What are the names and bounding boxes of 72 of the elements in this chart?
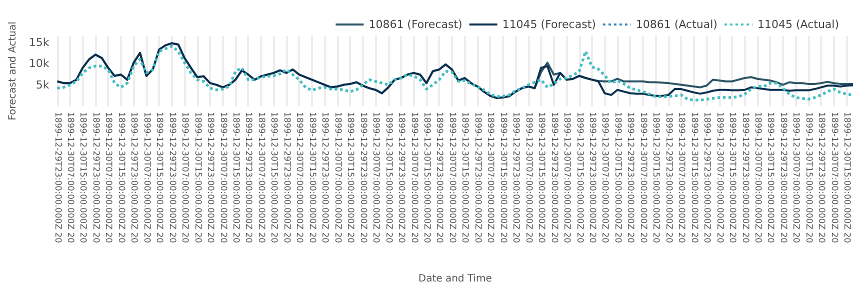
x-tick-label: 1899-12-30T07:00:00.000Z 20	[256, 112, 266, 244]
x-tick-label: 1899-12-29T23:00:00.000Z 20	[243, 112, 254, 244]
x-tick-label: 1899-12-30T15:00:00.000Z 20	[498, 112, 508, 244]
x-tick-label: 1899-12-30T07:00:00.000Z 20	[446, 112, 457, 244]
x-tick-label: 1899-12-30T15:00:00.000Z 20	[765, 112, 776, 244]
x-tick-label: 1899-12-30T07:00:00.000Z 20	[790, 112, 801, 244]
y-tick-label: 15k	[28, 36, 50, 49]
x-tick-label: 1899-12-30T15:00:00.000Z 20	[421, 112, 432, 244]
x-tick-label: 1899-12-30T15:00:00.000Z 20	[536, 112, 546, 244]
x-tick-label: 1899-12-30T15:00:00.000Z 20	[78, 112, 88, 244]
x-tick-label: 1899-12-29T23:00:00.000Z 20	[434, 112, 444, 244]
x-tick-label: 1899-12-29T23:00:00.000Z 20	[90, 112, 100, 244]
x-tick-label: 1899-12-30T15:00:00.000Z 20	[574, 112, 584, 244]
x-tick-label: 1899-12-29T23:00:00.000Z 20	[52, 112, 62, 244]
x-tick-label: 1899-12-30T15:00:00.000Z 20	[268, 112, 279, 244]
x-tick-label: 1899-12-30T15:00:00.000Z 20	[306, 112, 317, 244]
x-tick-label: 1899-12-30T15:00:00.000Z 20	[383, 112, 394, 244]
x-tick-label: 1899-12-30T07:00:00.000Z 20	[600, 112, 610, 244]
y-axis-title: Forecast and Actual	[8, 22, 18, 120]
x-tick-label: 1899-12-30T07:00:00.000Z 20	[141, 112, 152, 244]
x-tick-label: 1899-12-29T23:00:00.000Z 20	[778, 112, 788, 244]
x-tick-label: 1899-12-30T15:00:00.000Z 20	[460, 112, 470, 244]
x-tick-label: 1899-12-29T23:00:00.000Z 20	[587, 112, 597, 244]
x-tick-label: 1899-12-29T23:00:00.000Z 20	[281, 112, 292, 244]
x-tick-label: 1899-12-30T15:00:00.000Z 20	[803, 112, 814, 244]
x-tick-label: 1899-12-30T15:00:00.000Z 20	[650, 112, 661, 244]
x-tick-label: 1899-12-29T23:00:00.000Z 20	[128, 112, 139, 244]
x-tick-label: 1899-12-30T07:00:00.000Z 20	[180, 112, 190, 244]
x-tick-label: 1899-12-30T07:00:00.000Z 20	[485, 112, 496, 244]
x-tick-label: 1899-12-29T23:00:00.000Z 20	[166, 112, 177, 244]
x-tick-label: 1899-12-30T07:00:00.000Z 20	[332, 112, 342, 244]
x-tick-label: 1899-12-30T15:00:00.000Z 20	[230, 112, 241, 244]
y-tick-label: 5k	[36, 78, 50, 92]
x-tick-label: 1899-12-29T23:00:00.000Z 20	[472, 112, 482, 244]
x-tick-label: 1899-12-30T15:00:00.000Z 20	[842, 112, 852, 244]
x-axis-title: Date and Time	[418, 274, 492, 284]
x-tick-label: 1899-12-29T23:00:00.000Z 20	[548, 112, 559, 244]
legend-label: 10861 (Actual)	[636, 18, 718, 31]
x-tick-label: 1899-12-29T23:00:00.000Z 20	[358, 112, 368, 244]
x-tick-label: 1899-12-29T23:00:00.000Z 20	[702, 112, 712, 244]
x-tick-label: 1899-12-30T07:00:00.000Z 20	[370, 112, 381, 244]
legend-label: 11045 (Forecast)	[502, 18, 596, 31]
y-tick-label: 10k	[28, 57, 50, 70]
x-tick-label: 1899-12-30T07:00:00.000Z 20	[294, 112, 304, 244]
x-tick-label: 1899-12-29T23:00:00.000Z 20	[320, 112, 330, 244]
x-tick-label: 1899-12-30T15:00:00.000Z 20	[688, 112, 699, 244]
x-tick-label: 1899-12-30T15:00:00.000Z 20	[345, 112, 356, 244]
x-tick-label: 1899-12-29T23:00:00.000Z 20	[510, 112, 521, 244]
x-tick-label: 1899-12-30T15:00:00.000Z 20	[154, 112, 164, 244]
legend-label: 11045 (Actual)	[757, 18, 840, 31]
x-tick-label: 1899-12-30T07:00:00.000Z 20	[562, 112, 572, 244]
x-tick-label: 1899-12-29T23:00:00.000Z 20	[205, 112, 216, 244]
x-tick-label: 1899-12-29T23:00:00.000Z 20	[625, 112, 636, 244]
x-tick-label: 1899-12-30T15:00:00.000Z 20	[727, 112, 738, 244]
x-tick-label: 1899-12-30T07:00:00.000Z 20	[408, 112, 419, 244]
x-tick-label: 1899-12-30T15:00:00.000Z 20	[192, 112, 202, 244]
x-tick-label: 1899-12-29T23:00:00.000Z 20	[663, 112, 674, 244]
x-tick-label: 1899-12-30T15:00:00.000Z 20	[116, 112, 126, 244]
legend-label: 10861 (Forecast)	[368, 18, 462, 31]
x-tick-label: 1899-12-30T07:00:00.000Z 20	[103, 112, 114, 244]
x-tick-label: 1899-12-30T07:00:00.000Z 20	[65, 112, 75, 244]
x-tick-label: 1899-12-30T07:00:00.000Z 20	[638, 112, 648, 244]
x-tick-label: 1899-12-30T07:00:00.000Z 20	[828, 112, 839, 244]
x-tick-label: 1899-12-30T07:00:00.000Z 20	[676, 112, 686, 244]
x-tick-label: 1899-12-29T23:00:00.000Z 20	[396, 112, 406, 244]
x-tick-label: 1899-12-30T07:00:00.000Z 20	[523, 112, 534, 244]
x-tick-label: 1899-12-29T23:00:00.000Z 20	[816, 112, 826, 244]
x-tick-label: 1899-12-30T07:00:00.000Z 20	[714, 112, 724, 244]
x-tick-label: 1899-12-30T07:00:00.000Z 20	[752, 112, 763, 244]
x-tick-label: 1899-12-30T07:00:00.000Z 20	[218, 112, 228, 244]
x-tick-label: 1899-12-29T23:00:00.000Z 20	[740, 112, 750, 244]
x-tick-label: 1899-12-30T15:00:00.000Z 20	[612, 112, 622, 244]
